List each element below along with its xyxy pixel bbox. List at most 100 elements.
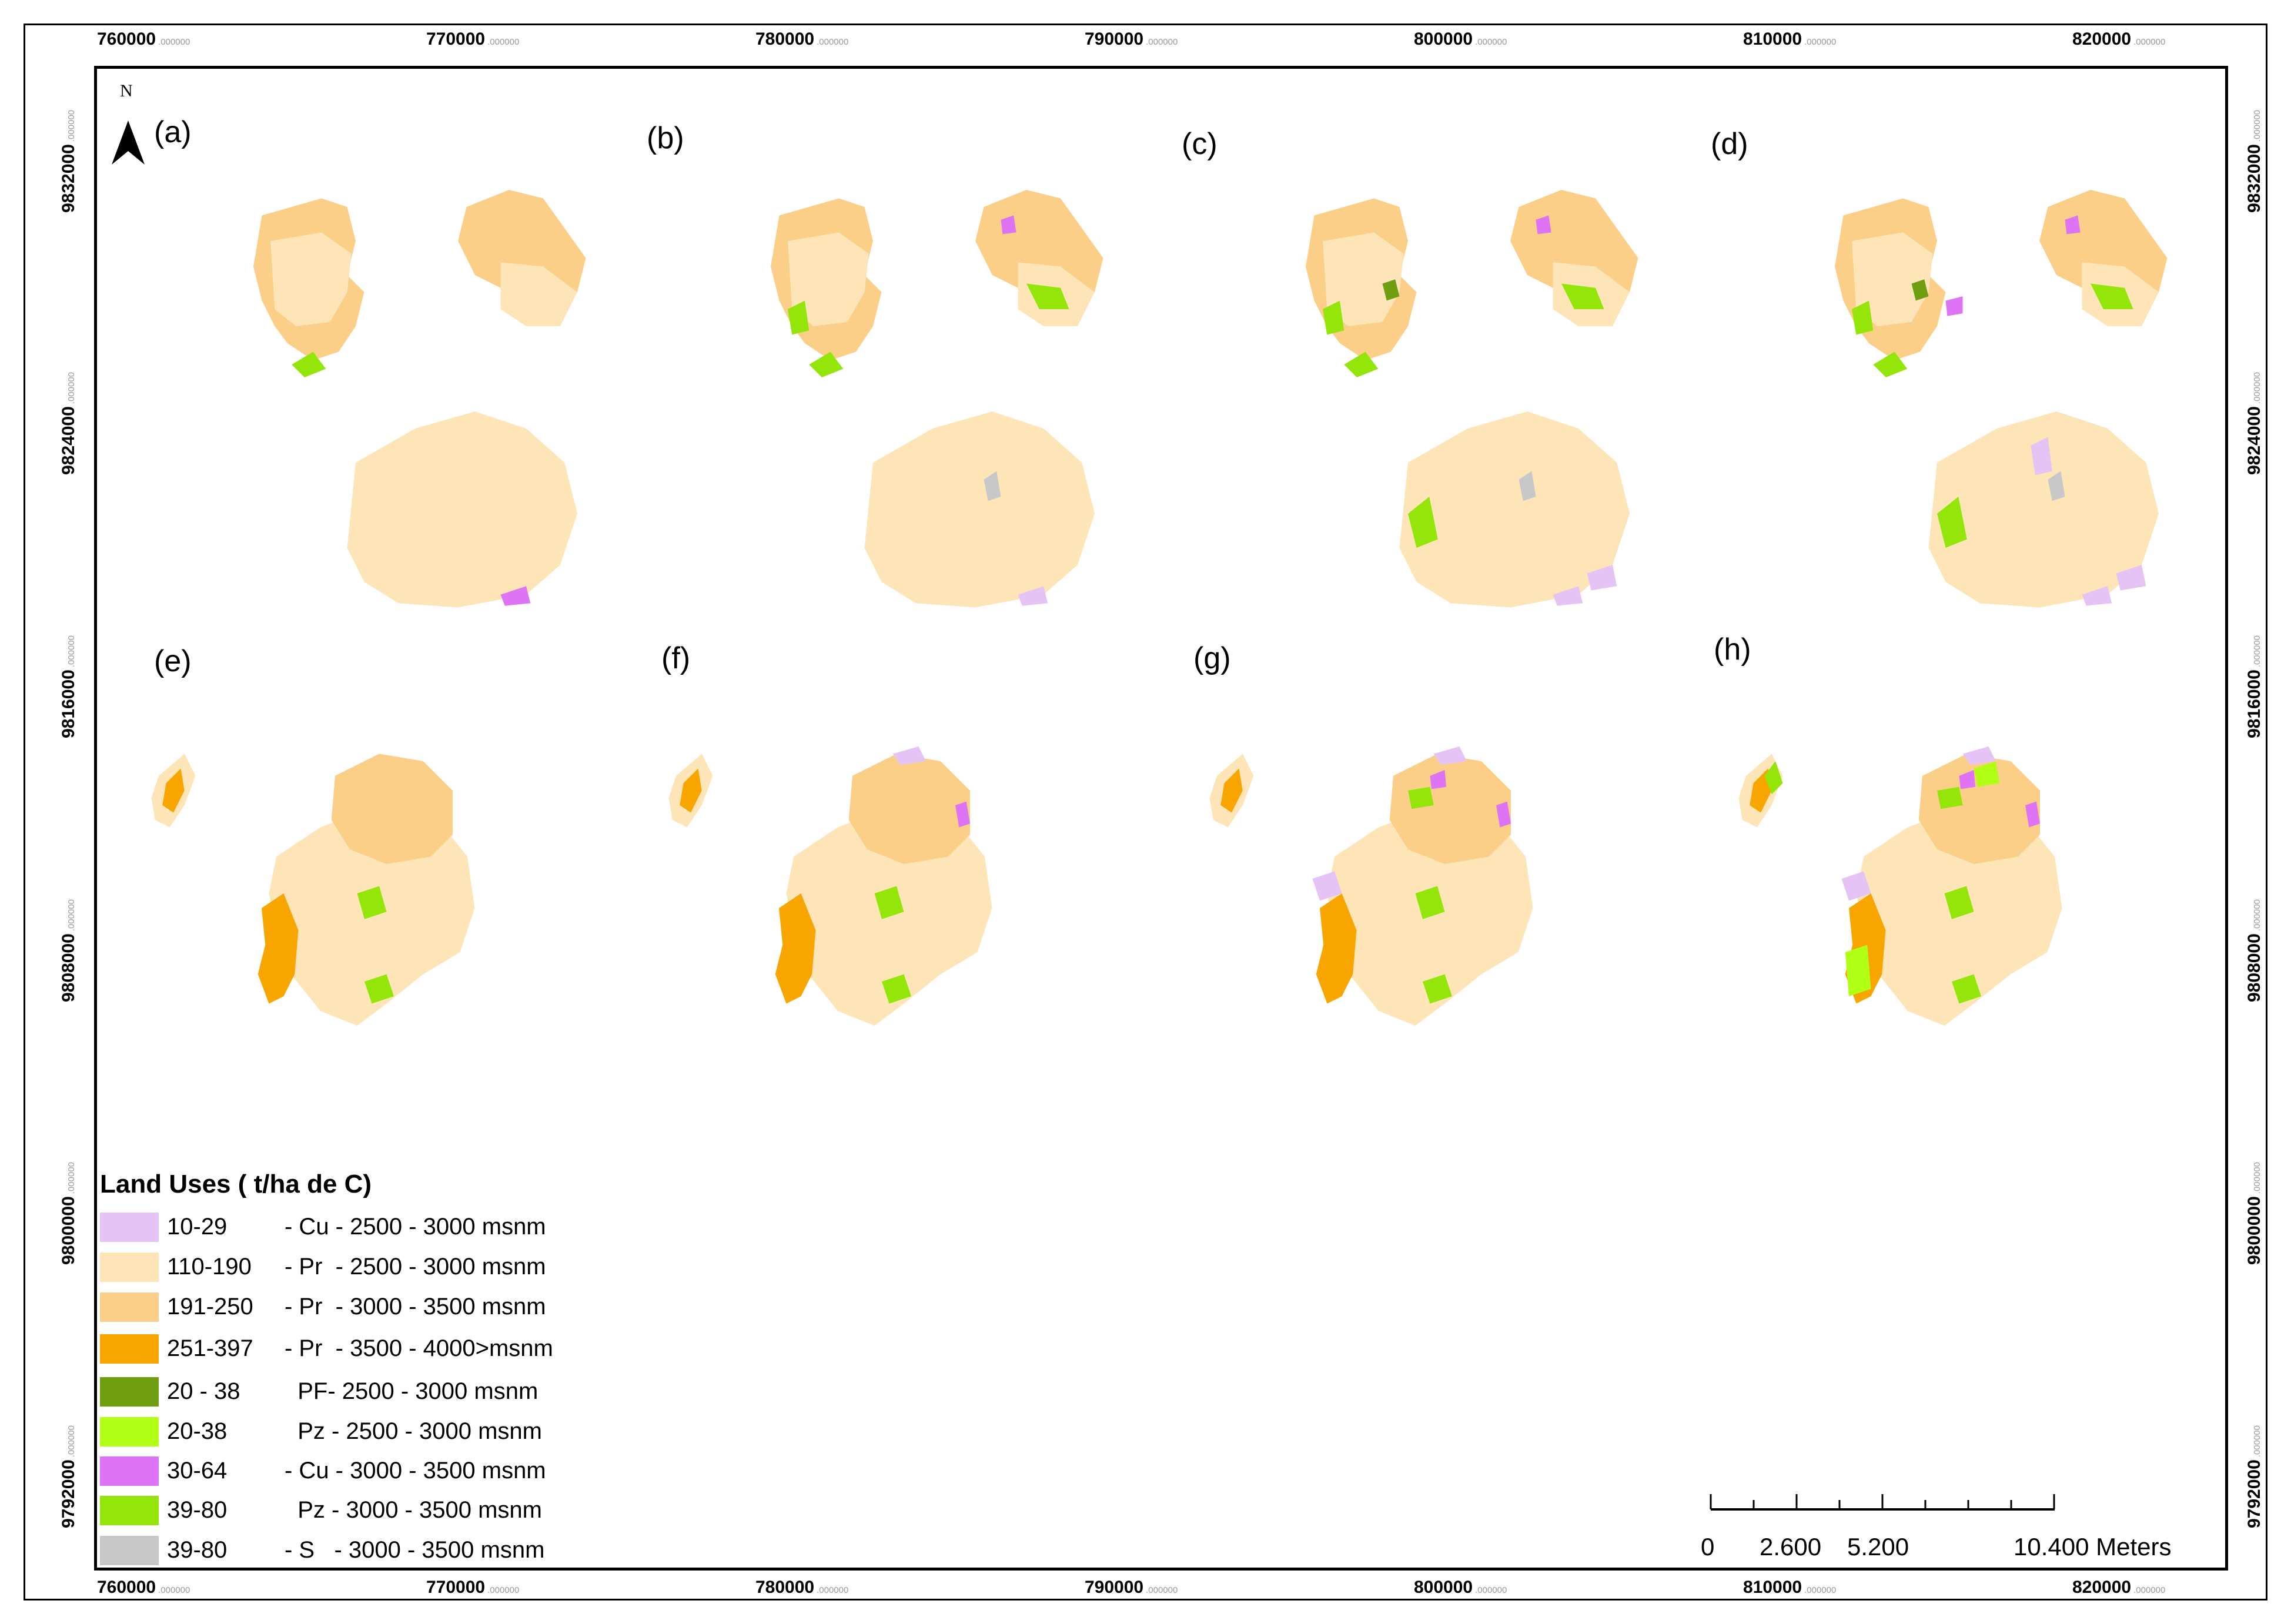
x-label-top: 810000.000000	[1743, 29, 1837, 49]
legend-swatch	[100, 1535, 159, 1565]
cu-highland-patch	[1430, 770, 1446, 789]
scale-label: 10.400 Meters	[2014, 1533, 2172, 1561]
legend-range: 39-80	[167, 1537, 228, 1563]
y-label-left: 9808000.000000	[59, 899, 78, 1002]
s-highland-patch	[1519, 471, 1536, 501]
cu-lowland-patch	[1433, 746, 1467, 765]
legend-description: - S - 3000 - 3500 msnm	[285, 1537, 545, 1563]
map-panel-c	[1306, 190, 1638, 608]
legend-swatch	[100, 1212, 159, 1242]
pz-highland-patch	[1026, 283, 1069, 309]
pf-lowland-patch	[1382, 279, 1400, 301]
pz-highland-patch	[1764, 761, 1783, 795]
map-panel-h	[1738, 746, 2062, 1026]
pf-lowland-patch	[1911, 279, 1929, 301]
pz-highland-patch	[809, 351, 844, 377]
y-label-right: 9816000.000000	[2245, 635, 2264, 738]
panel-label-a: (a)	[154, 115, 192, 149]
panel-label-d: (d)	[1711, 127, 1748, 161]
y-label-right: 9808000.000000	[2245, 899, 2264, 1002]
y-label-left: 9832000.000000	[59, 109, 78, 213]
legend-item: 251-397 - Pr - 3500 - 4000>msnm	[100, 1332, 553, 1365]
scale-label: 5.200	[1847, 1533, 1909, 1561]
pz-highland-patch	[1952, 974, 1981, 1004]
legend-item: 110-190 - Pr - 2500 - 3000 msnm	[100, 1251, 546, 1283]
cu-highland-patch	[1959, 770, 1975, 789]
pz-highland-patch	[1944, 886, 1974, 919]
legend-swatch	[100, 1252, 159, 1282]
legend-description: - Cu - 2500 - 3000 msnm	[285, 1214, 546, 1240]
pz-lowland-patch	[1974, 761, 2000, 787]
legend-item: 39-80 Pz - 3000 - 3500 msnm	[100, 1494, 542, 1526]
x-label-top: 770000.000000	[426, 29, 520, 49]
legend-range: 10-29	[167, 1214, 228, 1240]
s-highland-patch	[984, 471, 1001, 501]
legend-description: - Cu - 3000 - 3500 msnm	[285, 1458, 546, 1484]
x-label-bottom: 800000.000000	[1414, 1578, 1507, 1597]
y-label-left: 9792000.000000	[59, 1425, 78, 1528]
cu-lowland-patch	[1587, 565, 1617, 591]
pz-highland-patch	[2091, 283, 2133, 309]
pz-highland-patch	[874, 886, 904, 919]
pz-highland-patch	[1423, 974, 1452, 1004]
scale-bar	[1710, 1494, 2055, 1511]
cu-highland-patch	[1496, 801, 1511, 828]
panel-label-e: (e)	[154, 644, 192, 678]
legend-item: 20 - 38 PF- 2500 - 3000 msnm	[100, 1375, 538, 1408]
figure-outer-frame	[24, 24, 2267, 1600]
north-arrow-icon	[112, 120, 145, 165]
legend-description: - Pr - 2500 - 3000 msnm	[285, 1254, 546, 1280]
map-panel-f	[668, 746, 992, 1026]
legend-range: 20 - 38	[167, 1378, 240, 1404]
panel-base-landcover	[151, 754, 475, 1026]
panel-base-landcover	[1835, 190, 2168, 608]
y-label-right: 9800000.000000	[2245, 1161, 2264, 1265]
cu-lowland-patch	[1312, 871, 1342, 901]
cu-highland-patch	[2025, 801, 2040, 828]
map-panel-b	[771, 190, 1103, 608]
scale-label: 2.600	[1760, 1533, 1822, 1561]
legend-item: 10-29 - Cu - 2500 - 3000 msnm	[100, 1211, 546, 1243]
legend-range: 39-80	[167, 1497, 228, 1523]
x-label-bottom: 810000.000000	[1743, 1578, 1837, 1597]
y-label-left: 9800000.000000	[59, 1161, 78, 1265]
pz-highland-patch	[1415, 886, 1445, 919]
panel-base-landcover	[668, 754, 992, 1026]
legend-range: 30-64	[167, 1458, 228, 1484]
panel-base-landcover	[1306, 190, 1638, 608]
panel-base-landcover	[253, 190, 586, 608]
legend-item: 30-64 - Cu - 3000 - 3500 msnm	[100, 1455, 546, 1487]
legend-item: 191-250 - Pr - 3000 - 3500 msnm	[100, 1291, 546, 1323]
cu-lowland-patch	[1962, 746, 1996, 765]
x-label-top: 760000.000000	[97, 29, 190, 49]
x-label-bottom: 760000.000000	[97, 1578, 190, 1597]
legend-swatch	[100, 1417, 159, 1446]
panel-label-b: (b)	[647, 121, 684, 155]
cu-highland-patch	[1001, 215, 1016, 235]
x-label-bottom: 780000.000000	[755, 1578, 849, 1597]
cu-lowland-patch	[2116, 565, 2146, 591]
cu-lowland-patch	[892, 746, 926, 765]
map-panel-d	[1835, 190, 2168, 608]
pz-highland-patch	[882, 974, 911, 1004]
legend-range: 191-250	[167, 1294, 253, 1320]
panel-base-landcover	[1738, 754, 2062, 1026]
legend-swatch	[100, 1377, 159, 1407]
y-label-right: 9824000.000000	[2245, 371, 2264, 475]
pz-highland-patch	[1408, 497, 1438, 548]
legend-item: 39-80 - S - 3000 - 3500 msnm	[100, 1534, 544, 1566]
legend-item: 20-38 Pz - 2500 - 3000 msnm	[100, 1415, 542, 1448]
cu-patch	[2082, 586, 2112, 606]
panel-label-f: (f)	[661, 641, 691, 675]
cu-patch	[1553, 586, 1583, 606]
x-label-top: 780000.000000	[755, 29, 849, 49]
y-label-right: 9832000.000000	[2245, 109, 2264, 213]
pz-highland-patch	[1344, 351, 1379, 377]
pz-highland-patch	[364, 974, 394, 1004]
pz-highland-patch	[1852, 300, 1874, 335]
map-panel-e	[151, 754, 475, 1026]
map-panel-a	[253, 190, 586, 608]
legend-range: 20-38	[167, 1418, 228, 1444]
x-label-bottom: 790000.000000	[1085, 1578, 1178, 1597]
